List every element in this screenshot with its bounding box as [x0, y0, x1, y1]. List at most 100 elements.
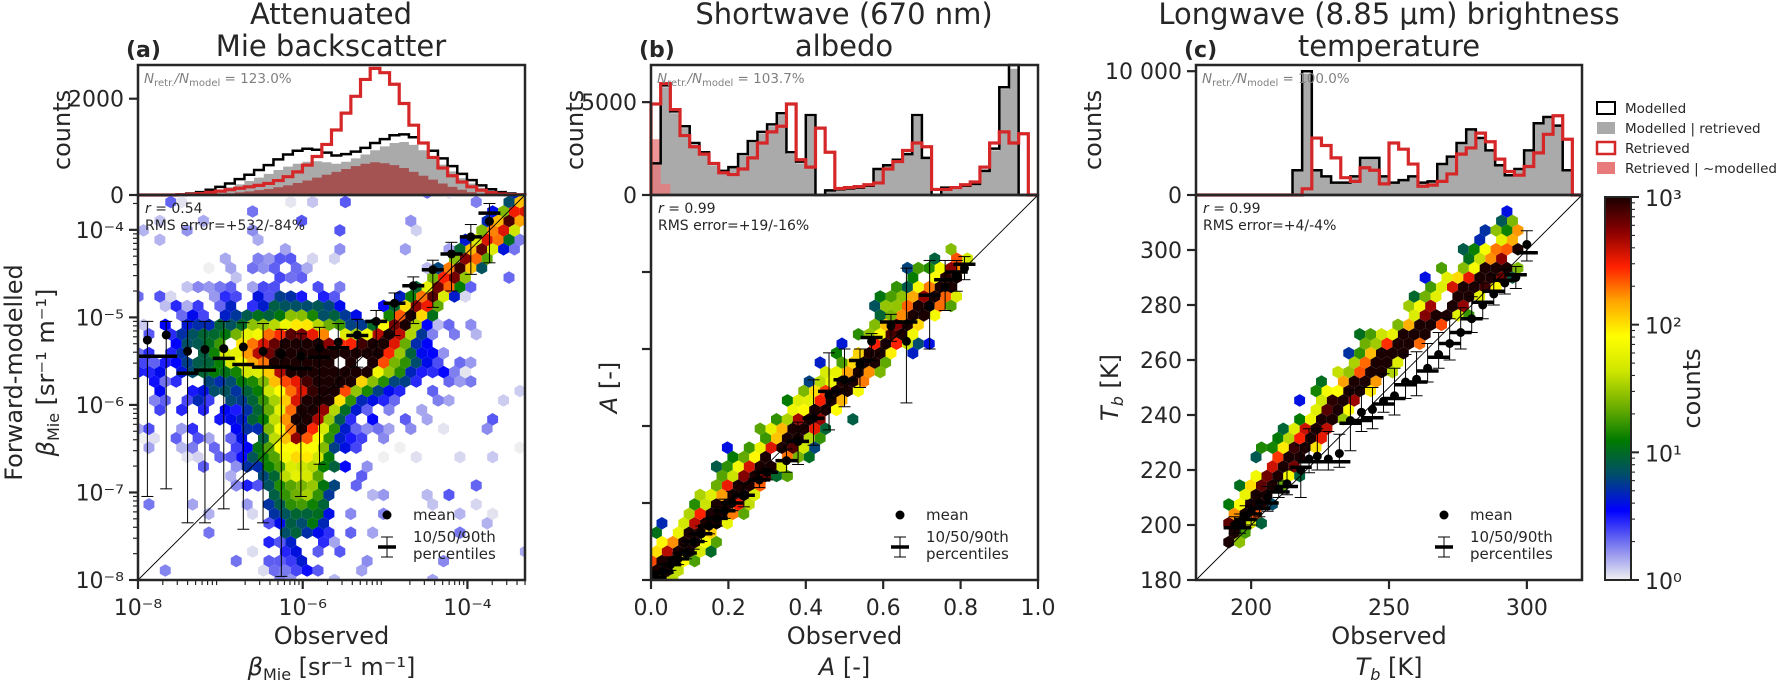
- hexbin-cell: [1283, 431, 1295, 445]
- hexbin-cell: [334, 413, 346, 426]
- hexbin-cell: [945, 242, 957, 256]
- hexbin-cell: [792, 394, 804, 407]
- hist-legend-swatch: [1595, 140, 1617, 156]
- xlabel-line2: βMie [sr⁻¹ m⁻¹]: [247, 653, 416, 684]
- hexbin-cell: [361, 460, 373, 473]
- mean-marker: [446, 249, 456, 259]
- hexbin-cell: [929, 309, 941, 322]
- hexbin-cell: [301, 356, 313, 369]
- hexbin-cell: [225, 261, 237, 275]
- hexbin-cell: [1408, 309, 1420, 322]
- hexbin-cell: [667, 573, 679, 580]
- hexbin-cell: [1223, 498, 1235, 511]
- hexbin-cell: [912, 261, 924, 275]
- hexbin-cell: [279, 394, 291, 407]
- ratio-n: /N: [1231, 71, 1247, 87]
- hexbin-cell: [296, 271, 308, 284]
- hexbin-cell: [334, 224, 346, 237]
- hexbin-cell: [356, 431, 368, 445]
- hexbin-cell: [1343, 384, 1355, 398]
- hexbin-cell: [203, 507, 215, 521]
- hexbin-cell: [187, 422, 198, 436]
- hexbin-cell: [1447, 280, 1458, 294]
- hexbin-cell: [459, 252, 471, 265]
- hexbin-cell: [1310, 403, 1322, 417]
- hexbin-cell: [290, 299, 302, 313]
- hist-ytick-label: 0: [110, 184, 124, 209]
- hexbin-cell: [1332, 403, 1344, 417]
- hexbin-cell: [470, 328, 482, 341]
- hexbin-cell: [781, 394, 793, 407]
- hist-ytick-label: 5000: [581, 91, 637, 116]
- hexbin-cell: [700, 535, 711, 549]
- hexbin-cell: [1392, 337, 1404, 350]
- hexbin-cell: [1419, 328, 1431, 341]
- hexbin-cell: [498, 242, 509, 256]
- hexbin-cell: [1376, 328, 1387, 341]
- panel-title-line2: albedo: [795, 29, 893, 63]
- hexbin-cell: [891, 337, 902, 350]
- hexbin-cell: [394, 365, 406, 379]
- xtick-label: 0.8: [943, 596, 978, 621]
- legend-mean-marker: [895, 510, 905, 520]
- hist-legend-label: Modelled | retrieved: [1625, 121, 1761, 137]
- hexbin-cell: [279, 375, 291, 388]
- hexbin-cell: [1452, 290, 1464, 303]
- ratio-value: = 103.7%: [733, 71, 805, 87]
- hexbin-cell: [738, 469, 750, 483]
- hexbin-cell: [165, 290, 177, 303]
- hexbin-cell: [301, 526, 313, 539]
- hexbin-cell: [274, 290, 286, 303]
- hexbin-cell: [192, 280, 204, 294]
- hexbin-cell: [907, 290, 919, 303]
- mean-marker: [258, 346, 268, 356]
- hexbin-cell: [1343, 346, 1355, 360]
- hexbin-cell: [263, 535, 275, 549]
- hexbin-cell: [301, 413, 313, 426]
- hexbin-cell: [263, 460, 275, 473]
- hexbin-cell: [760, 431, 771, 445]
- hexbin-cell: [252, 365, 264, 379]
- mean-marker: [959, 263, 969, 273]
- hexbin-cell: [721, 441, 733, 454]
- mean-marker: [389, 298, 399, 308]
- mean-marker: [855, 359, 865, 369]
- hexbin-cell: [323, 375, 335, 388]
- hexbin-cell: [738, 450, 750, 464]
- hexbin-cell: [301, 469, 313, 483]
- ytick-label: 10⁻⁸: [76, 569, 125, 594]
- ratio-sub: model: [1247, 78, 1278, 89]
- hexbin-cell: [301, 261, 313, 275]
- hexbin-cell: [247, 280, 258, 294]
- hexbin-cell: [274, 252, 286, 265]
- hexbin-cell: [432, 299, 444, 313]
- hexbin-cell: [814, 394, 826, 407]
- hexbin-cell: [378, 394, 389, 407]
- hexbin-cell: [312, 280, 324, 294]
- hexbin-cell: [350, 309, 362, 322]
- hexbin-cell: [432, 394, 444, 407]
- hexbin-cell: [394, 346, 406, 360]
- mean-marker: [925, 302, 935, 312]
- hexbin-cell: [711, 460, 722, 473]
- hexbin-cell: [181, 224, 193, 237]
- mean-marker: [1434, 350, 1444, 359]
- mean-marker: [952, 271, 962, 281]
- hexbin-cell: [176, 195, 188, 209]
- hexbin-cell: [711, 498, 722, 511]
- hexbin-cell: [307, 460, 318, 473]
- hexbin-cell: [694, 488, 706, 502]
- hexbin-cell: [274, 403, 286, 417]
- hexbin-cell: [230, 460, 242, 473]
- hexbin-cell: [410, 224, 422, 237]
- hexbin-cell: [339, 195, 351, 209]
- hexbin-cell: [836, 337, 848, 350]
- hexbin-cell: [329, 573, 340, 580]
- hexbin-cell: [274, 498, 286, 511]
- hexbin-cell: [230, 365, 242, 379]
- ylabel-line1: Forward-modelled: [0, 264, 28, 481]
- hexbin-cell: [394, 441, 406, 454]
- hexbin-cell: [869, 299, 881, 313]
- hexbin-cell: [476, 242, 488, 256]
- hexbin-cell: [318, 441, 329, 454]
